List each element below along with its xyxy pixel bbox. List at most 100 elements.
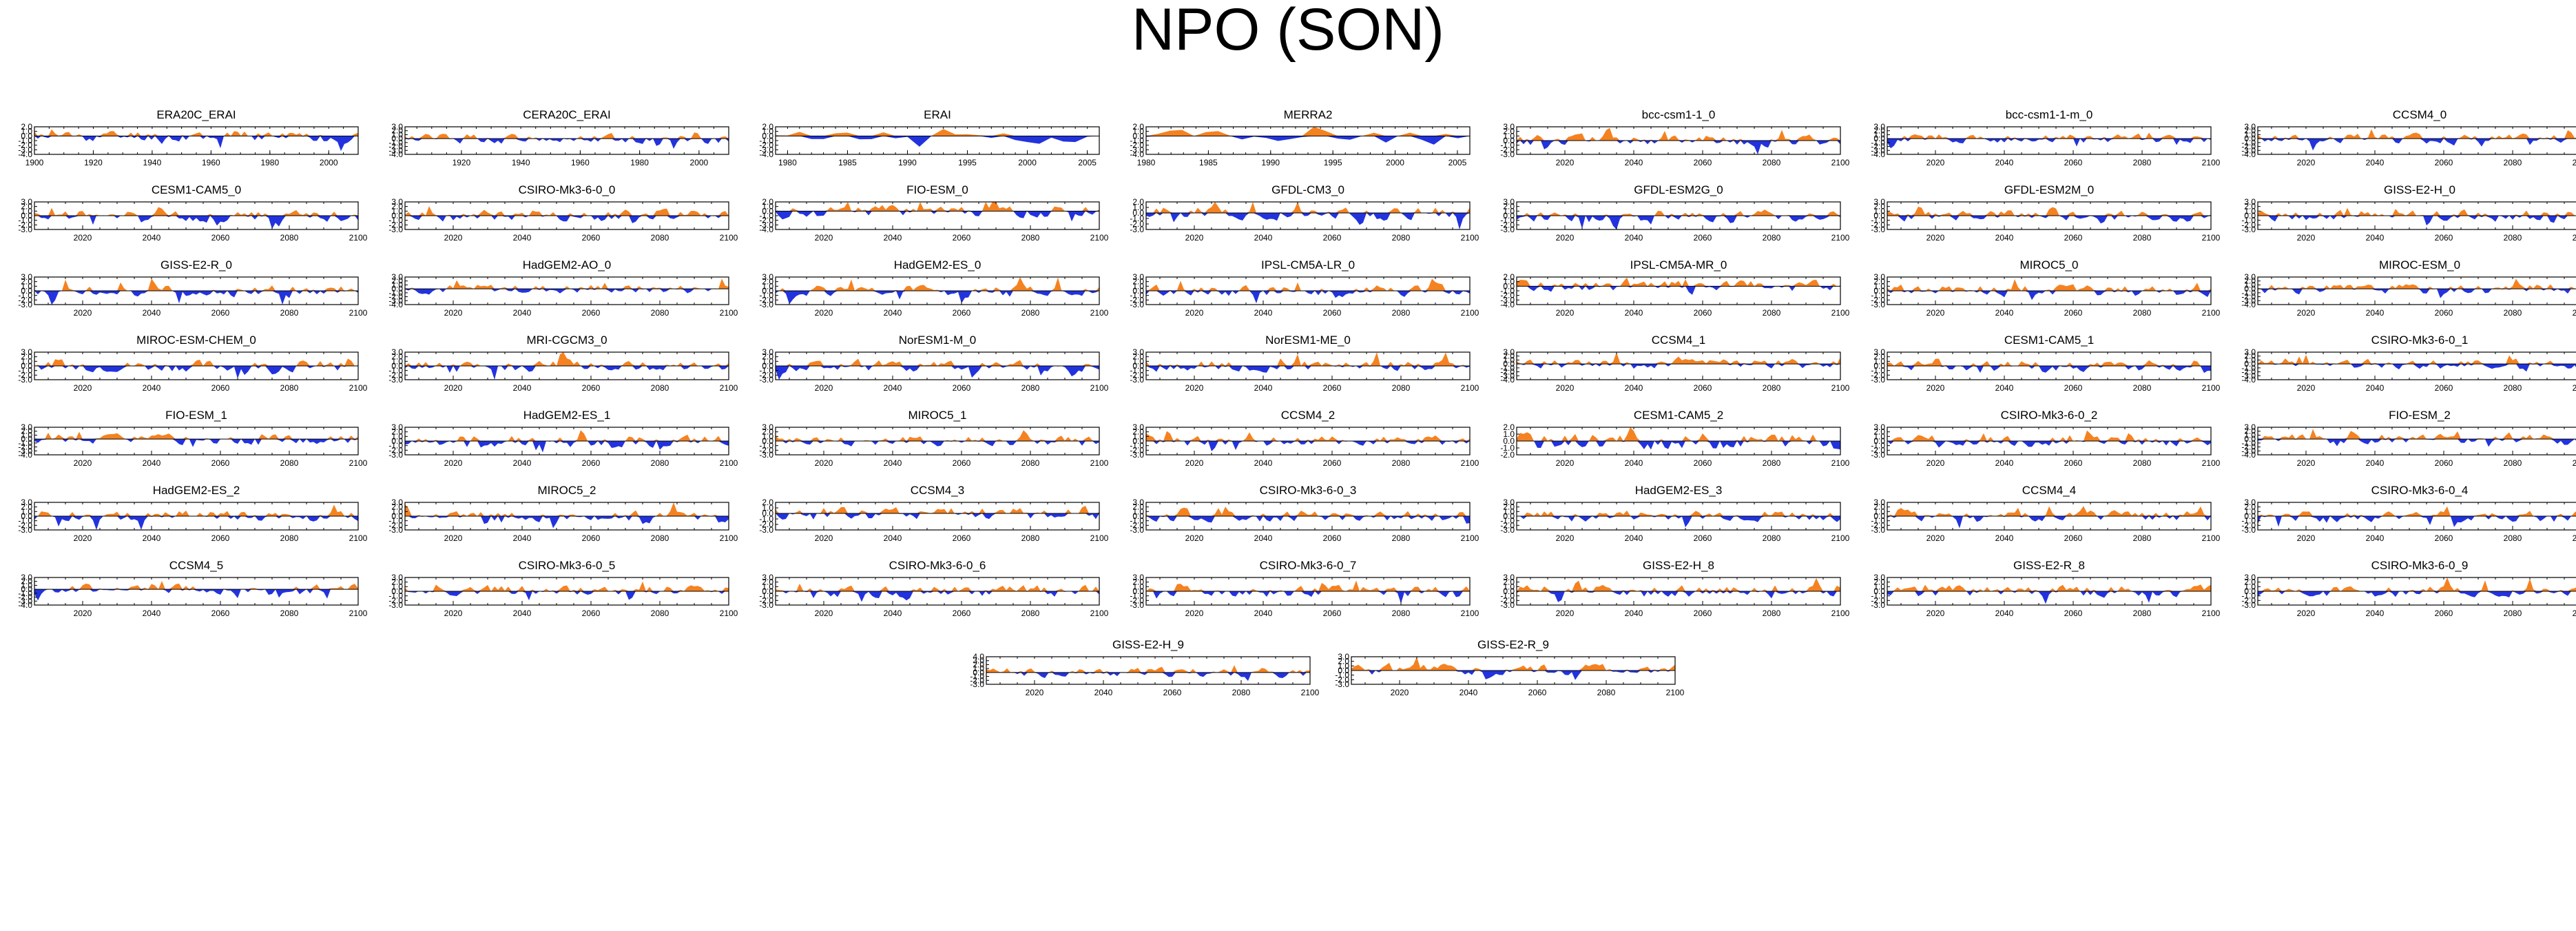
x-tick-label: 2020 bbox=[1926, 533, 1945, 543]
x-tick-label: 2040 bbox=[513, 458, 532, 468]
y-tick-label: -4.0 bbox=[1130, 150, 1144, 159]
x-tick-label: 2080 bbox=[651, 533, 669, 543]
x-tick-label: 2020 bbox=[815, 383, 833, 393]
x-tick-label: 2080 bbox=[1763, 233, 1781, 243]
y-tick-label: -2.0 bbox=[18, 442, 32, 452]
x-tick-label: 2080 bbox=[2504, 608, 2522, 618]
x-tick-label: 2020 bbox=[1926, 233, 1945, 243]
negative-area bbox=[2258, 289, 2576, 298]
y-tick-label: -1.0 bbox=[388, 288, 403, 298]
y-tick-label: 3.0 bbox=[2244, 272, 2256, 282]
x-tick-label: 2020 bbox=[1185, 458, 1204, 468]
x-tick-label: 2080 bbox=[280, 308, 299, 318]
y-tick-label: -1.0 bbox=[388, 216, 403, 225]
y-tick-label: 2.0 bbox=[1503, 202, 1515, 212]
y-tick-label: 1.0 bbox=[1338, 661, 1349, 671]
positive-area bbox=[1887, 132, 2211, 139]
y-tick-label: -2.0 bbox=[759, 520, 773, 529]
y-tick-label: 3.0 bbox=[21, 422, 32, 432]
y-tick-label: -1.0 bbox=[1130, 516, 1144, 526]
y-tick-label: -2.0 bbox=[1335, 675, 1349, 684]
y-tick-label: -3.0 bbox=[2241, 145, 2256, 155]
x-tick-label: 2100 bbox=[1090, 533, 1109, 543]
y-tick-label: 0.0 bbox=[1503, 281, 1515, 291]
panel-title: MIROC-ESM_0 bbox=[2379, 258, 2460, 272]
x-tick-label: 2040 bbox=[884, 233, 902, 243]
x-tick-label: 2100 bbox=[1090, 308, 1109, 318]
y-tick-label: -3.0 bbox=[1871, 225, 1885, 234]
negative-area bbox=[34, 136, 358, 152]
y-tick-label: 1.0 bbox=[2244, 430, 2256, 440]
x-tick-label: 2100 bbox=[720, 383, 738, 393]
chart-panel: CESM1-CAM5_2 2.01.00.0-1.0-2.0 2020 2040 206… bbox=[1500, 409, 1849, 468]
x-tick-label: 2060 bbox=[1694, 533, 1712, 543]
chart-panel: CCSM4_3 2.01.00.0-1.0-2.0-3.0 2020 2040 2060… bbox=[759, 484, 1108, 543]
positive-area bbox=[1146, 352, 1470, 366]
chart-panel: GISS-E2-R_0 3.02.01.00.0-1.0-2.0-3.0 2020 2… bbox=[18, 258, 367, 318]
y-tick-label: -1.0 bbox=[1871, 216, 1885, 225]
y-tick-label: 1.0 bbox=[1873, 281, 1885, 291]
panel-title: CESM1-CAM5_2 bbox=[1634, 409, 1723, 422]
x-tick-label: 1960 bbox=[202, 158, 220, 167]
x-tick-label: 2020 bbox=[1556, 458, 1575, 468]
y-tick-label: 1.0 bbox=[391, 431, 403, 441]
x-tick-label: 2100 bbox=[1461, 533, 1479, 543]
y-tick-label: 0.0 bbox=[1503, 136, 1515, 145]
positive-area bbox=[34, 129, 358, 136]
x-tick-label: 2060 bbox=[953, 458, 971, 468]
x-tick-label: 2100 bbox=[2573, 233, 2576, 243]
y-tick-label: 3.0 bbox=[1338, 652, 1349, 662]
y-tick-label: 2.0 bbox=[1338, 657, 1349, 666]
chart-panel: GISS-E2-H_9 4.03.02.01.00.0-1.0-2.0-3.0 20… bbox=[970, 638, 1319, 697]
y-tick-label: 1.0 bbox=[762, 503, 773, 513]
y-tick-label: -1.0 bbox=[1130, 291, 1144, 300]
y-tick-label: 3.0 bbox=[1132, 347, 1144, 357]
y-tick-label: -1.0 bbox=[1871, 441, 1885, 451]
x-tick-label: 2080 bbox=[1763, 383, 1781, 393]
chart-panel: CCSM4_0 3.02.01.00.0-1.0-2.0-3.0-4.0 2020 2… bbox=[2241, 108, 2576, 167]
y-tick-label: -2.0 bbox=[1500, 520, 1515, 530]
x-tick-label: 2060 bbox=[1694, 383, 1712, 393]
plot-frame bbox=[1145, 126, 1471, 155]
positive-area bbox=[1887, 279, 2211, 291]
x-tick-label: 2040 bbox=[1625, 383, 1643, 393]
negative-area bbox=[1146, 136, 1470, 145]
x-tick-label: 2020 bbox=[1926, 383, 1945, 393]
positive-area bbox=[986, 665, 1310, 673]
x-tick-label: 2005 bbox=[1078, 158, 1097, 167]
chart-panel: CSIRO-Mk3-6-0_3 3.02.01.00.0-1.0-2.0-3.0 2… bbox=[1130, 484, 1479, 543]
x-tick-label: 2100 bbox=[1090, 608, 1109, 618]
x-tick-label: 2080 bbox=[1392, 233, 1411, 243]
y-tick-label: 2.0 bbox=[762, 427, 773, 437]
panel-title: CESM1-CAM5_0 bbox=[152, 183, 241, 196]
plot-frame bbox=[1516, 351, 1841, 380]
y-tick-label: -3.0 bbox=[2241, 600, 2256, 610]
y-tick-label: 0.0 bbox=[1132, 131, 1144, 141]
x-tick-label: 2080 bbox=[1392, 533, 1411, 543]
y-tick-label: 0.0 bbox=[762, 436, 773, 446]
y-tick-label: -4.0 bbox=[2241, 375, 2256, 385]
y-tick-label: -2.0 bbox=[388, 595, 403, 605]
x-tick-label: 2040 bbox=[884, 533, 902, 543]
y-tick-label: 2.0 bbox=[1873, 126, 1885, 136]
panel-title: CESM1-CAM5_1 bbox=[2004, 334, 2094, 347]
y-tick-label: -3.0 bbox=[759, 220, 773, 229]
positive-area bbox=[1146, 431, 1470, 441]
panel-title: HadGEM2-ES_1 bbox=[523, 409, 611, 422]
x-tick-label: 2060 bbox=[2435, 308, 2453, 318]
x-tick-label: 2040 bbox=[143, 533, 161, 543]
y-tick-label: 3.0 bbox=[391, 422, 403, 432]
y-tick-label: 2.0 bbox=[1132, 197, 1144, 207]
y-tick-label: 0.0 bbox=[762, 206, 773, 216]
y-tick-label: -4.0 bbox=[1871, 150, 1885, 159]
x-tick-label: 2060 bbox=[953, 383, 971, 393]
y-tick-label: 0.0 bbox=[1873, 286, 1885, 296]
x-tick-label: 2040 bbox=[1625, 233, 1643, 243]
positive-area bbox=[1887, 506, 2211, 516]
y-tick-label: 3.0 bbox=[391, 122, 403, 132]
x-tick-label: 2020 bbox=[444, 458, 463, 468]
y-tick-label: 1.0 bbox=[21, 430, 32, 440]
negative-area bbox=[405, 441, 729, 453]
x-tick-label: 2040 bbox=[1995, 158, 2014, 167]
chart-panel: CSIRO-Mk3-6-0_1 3.02.01.00.0-1.0-2.0-3.0-… bbox=[2241, 334, 2576, 393]
